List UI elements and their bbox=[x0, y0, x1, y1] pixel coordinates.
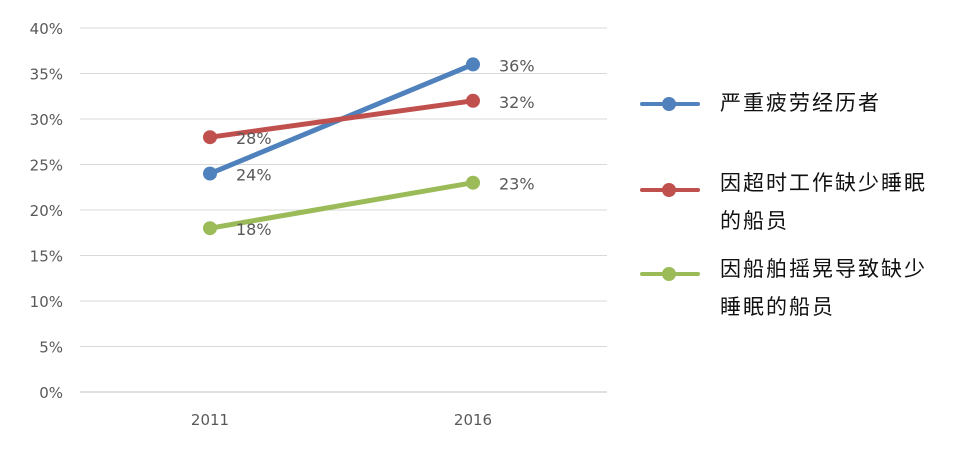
x-tick-label: 2016 bbox=[454, 411, 492, 429]
series-line-3 bbox=[207, 180, 476, 231]
data-label: 18% bbox=[236, 220, 272, 239]
y-tick-label: 25% bbox=[30, 157, 63, 175]
data-point bbox=[466, 57, 480, 72]
data-point bbox=[203, 130, 217, 145]
legend-label-3: 因船舶摇晃导致缺少睡眠的船员 bbox=[720, 257, 927, 319]
y-tick-label: 20% bbox=[30, 202, 63, 220]
data-point bbox=[466, 93, 480, 108]
legend-marker-3 bbox=[662, 267, 676, 281]
legend-marker-1 bbox=[662, 97, 676, 111]
series-line-2 bbox=[207, 98, 476, 140]
y-tick-label: 15% bbox=[30, 248, 63, 266]
data-point bbox=[466, 175, 480, 190]
x-axis: 2011 2016 bbox=[191, 411, 492, 429]
data-label: 36% bbox=[499, 56, 535, 75]
y-tick-label: 10% bbox=[30, 293, 63, 311]
y-tick-label: 35% bbox=[30, 66, 63, 84]
x-tick-label: 2011 bbox=[191, 411, 229, 429]
data-point bbox=[203, 221, 217, 236]
data-label: 24% bbox=[236, 166, 272, 185]
legend-label-1: 严重疲劳经历者 bbox=[720, 91, 881, 115]
legend-label-2: 因超时工作缺少睡眠的船员 bbox=[720, 171, 927, 233]
plot-area: 24% 36% 28% 32% 18% 23% bbox=[203, 56, 535, 239]
y-tick-label: 40% bbox=[30, 20, 63, 38]
data-point bbox=[203, 166, 217, 181]
legend-marker-2 bbox=[662, 183, 676, 197]
data-label: 23% bbox=[499, 175, 535, 194]
grid-lines bbox=[80, 27, 607, 393]
data-label: 32% bbox=[499, 93, 535, 112]
data-label: 28% bbox=[236, 129, 272, 148]
y-tick-label: 0% bbox=[39, 384, 63, 402]
y-tick-label: 5% bbox=[39, 339, 63, 357]
y-axis: 0% 5% 10% 15% 20% 25% 30% 35% 40% bbox=[30, 20, 63, 402]
y-tick-label: 30% bbox=[30, 111, 63, 129]
